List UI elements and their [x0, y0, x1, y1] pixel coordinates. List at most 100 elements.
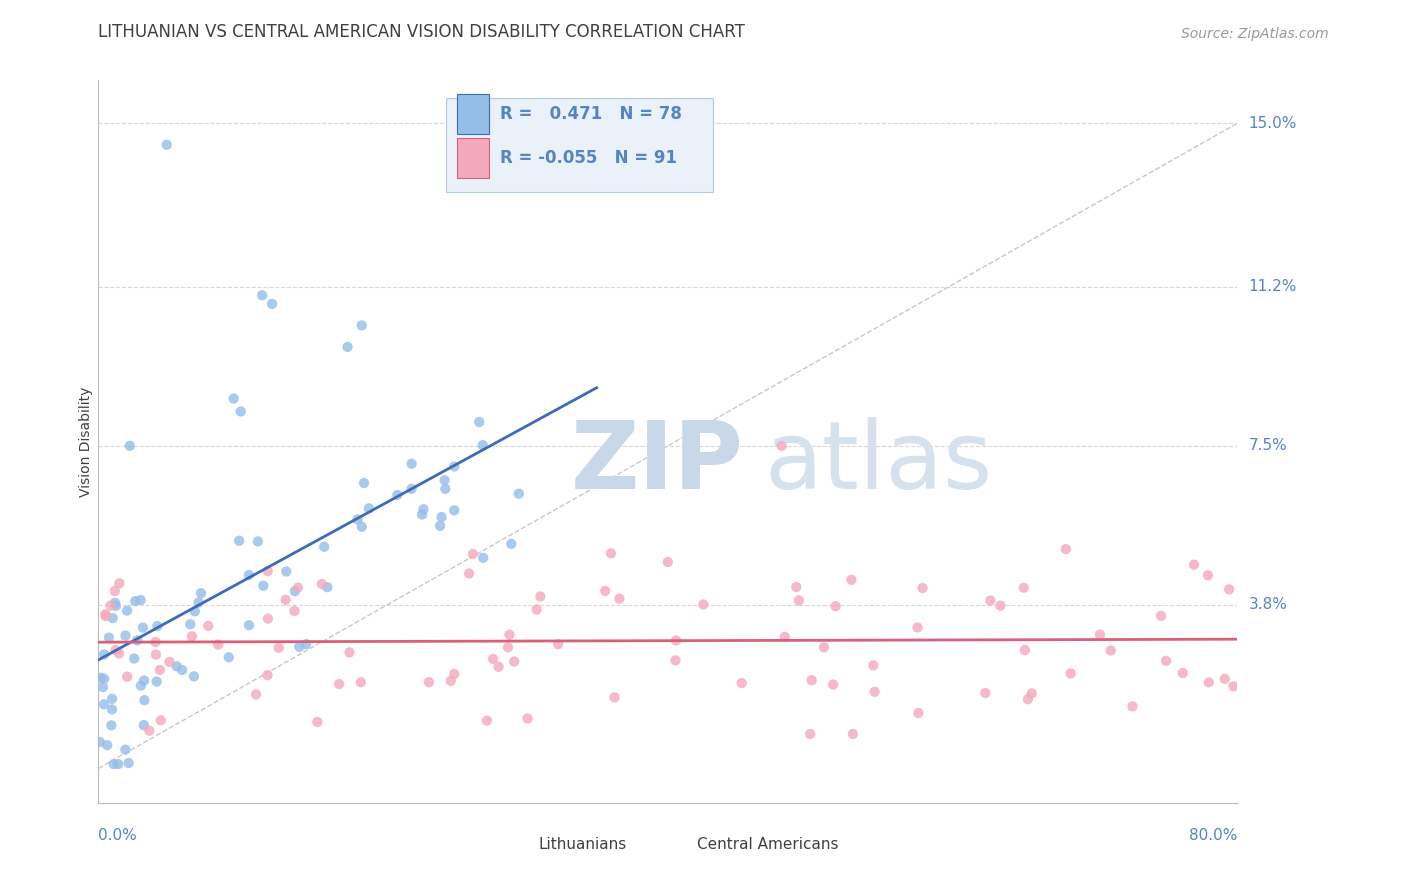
Point — [357, 501, 380, 516]
Point — [284, 584, 307, 599]
Point — [664, 653, 686, 667]
Point — [770, 439, 793, 453]
Text: 80.0%: 80.0% — [1189, 828, 1237, 843]
Point — [443, 503, 465, 517]
Point — [600, 546, 623, 560]
Point — [134, 693, 156, 707]
Point — [472, 550, 495, 565]
Point — [108, 647, 131, 661]
Point — [307, 714, 329, 729]
Text: 11.2%: 11.2% — [1249, 279, 1296, 294]
Point — [862, 658, 884, 673]
Text: 7.5%: 7.5% — [1249, 438, 1286, 453]
Point — [1150, 608, 1173, 623]
Point — [603, 690, 626, 705]
Point — [129, 679, 152, 693]
Point — [311, 577, 333, 591]
Point — [132, 621, 155, 635]
Point — [101, 611, 124, 625]
Point — [1021, 686, 1043, 700]
Point — [979, 593, 1001, 607]
Point — [100, 599, 122, 613]
Point — [114, 629, 136, 643]
Point — [207, 638, 229, 652]
Point — [276, 565, 298, 579]
Point — [89, 735, 111, 749]
Point — [529, 590, 551, 604]
Point — [1054, 542, 1077, 557]
Point — [412, 502, 434, 516]
Point — [907, 620, 929, 634]
Point — [1014, 643, 1036, 657]
Point — [145, 674, 167, 689]
Point — [1222, 679, 1244, 693]
Point — [122, 651, 145, 665]
Point — [295, 637, 318, 651]
Point — [328, 677, 350, 691]
Point — [418, 675, 440, 690]
Point — [1088, 628, 1111, 642]
Point — [482, 652, 505, 666]
Point — [104, 596, 127, 610]
Point — [665, 633, 688, 648]
Point — [145, 635, 167, 649]
Point — [1099, 643, 1122, 657]
Point — [411, 508, 433, 522]
Point — [274, 592, 297, 607]
Point — [314, 540, 336, 554]
Point — [443, 459, 465, 474]
Point — [593, 584, 616, 599]
Point — [93, 698, 115, 712]
Y-axis label: Vision Disability: Vision Disability — [79, 386, 93, 497]
Point — [350, 318, 373, 333]
Point — [183, 669, 205, 683]
Point — [250, 288, 273, 302]
Point — [104, 599, 127, 613]
Point — [256, 564, 278, 578]
Point — [104, 643, 127, 657]
Point — [146, 619, 169, 633]
Point — [283, 604, 305, 618]
Point — [238, 618, 260, 632]
Point — [401, 482, 423, 496]
Point — [475, 714, 498, 728]
Point — [1197, 568, 1219, 582]
Point — [156, 137, 179, 152]
Point — [1198, 675, 1220, 690]
Point — [262, 297, 284, 311]
Point — [97, 631, 120, 645]
Text: R = -0.055   N = 91: R = -0.055 N = 91 — [501, 149, 678, 168]
Point — [1059, 666, 1081, 681]
FancyBboxPatch shape — [457, 95, 489, 134]
Point — [508, 486, 530, 500]
Point — [127, 633, 149, 648]
Point — [440, 673, 463, 688]
Point — [117, 756, 139, 770]
Point — [257, 612, 280, 626]
Point — [115, 604, 138, 618]
Point — [267, 640, 290, 655]
Point — [245, 687, 267, 701]
Point — [785, 580, 807, 594]
Text: 15.0%: 15.0% — [1249, 116, 1296, 131]
Point — [222, 392, 245, 406]
Point — [228, 533, 250, 548]
Point — [252, 579, 274, 593]
Point — [468, 415, 491, 429]
Point — [401, 457, 423, 471]
Point — [863, 685, 886, 699]
Point — [657, 555, 679, 569]
Point — [773, 630, 796, 644]
Point — [159, 655, 181, 669]
Text: Central Americans: Central Americans — [697, 838, 839, 852]
Point — [187, 596, 209, 610]
Text: 3.8%: 3.8% — [1249, 598, 1288, 613]
Text: R =   0.471   N = 78: R = 0.471 N = 78 — [501, 105, 682, 123]
Point — [824, 599, 846, 614]
Point — [179, 617, 201, 632]
Point — [841, 573, 863, 587]
Point — [115, 670, 138, 684]
Point — [526, 602, 548, 616]
Point — [430, 510, 453, 524]
Point — [990, 599, 1012, 613]
